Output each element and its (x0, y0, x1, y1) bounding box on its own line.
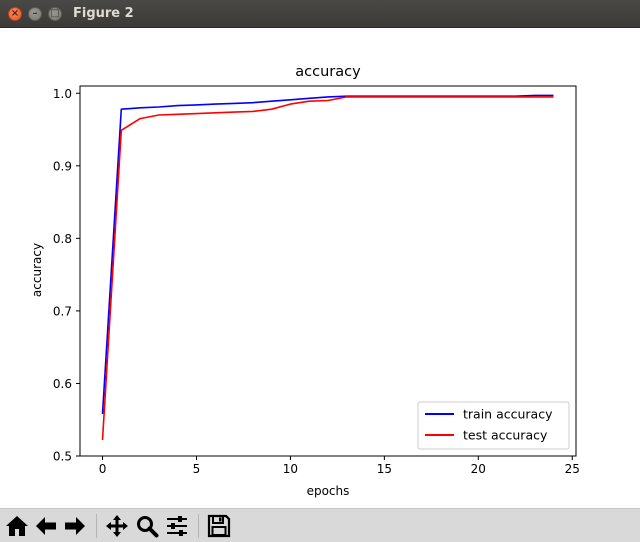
window-titlebar[interactable]: × – □ Figure 2 (0, 0, 640, 28)
pan-button[interactable] (104, 513, 130, 539)
y-tick-label: 0.7 (53, 304, 72, 318)
legend-label-test: test accuracy (463, 428, 548, 443)
figure-canvas[interactable]: accuracy 0 5 10 15 20 25 0.5 0.6 0.7 0.8 0.9 1.0 ep… (0, 28, 640, 508)
x-tick-label: 15 (377, 462, 392, 476)
toolbar-separator (96, 514, 97, 538)
navigation-toolbar (0, 508, 640, 542)
y-tick-label: 1.0 (53, 87, 72, 101)
line-chart: accuracy 0 5 10 15 20 25 0.5 0.6 0.7 0.8 0.9 1.0 ep… (0, 28, 640, 508)
close-icon: × (10, 8, 20, 19)
x-tick-label: 10 (283, 462, 298, 476)
home-icon (6, 516, 28, 536)
chart-title: accuracy (295, 64, 361, 80)
x-tick-label: 0 (99, 462, 107, 476)
save-icon (207, 514, 231, 538)
legend: train accuracy test accuracy (417, 401, 570, 450)
axes-frame (79, 85, 577, 457)
zoom-icon (137, 516, 159, 538)
legend-frame (417, 401, 570, 450)
configure-subplots-icon (167, 516, 187, 536)
x-tick-label: 20 (471, 462, 486, 476)
forward-button[interactable] (62, 513, 88, 539)
y-tick-label: 0.8 (53, 232, 72, 246)
save-button[interactable] (206, 513, 232, 539)
x-axis-label: epochs (307, 484, 350, 498)
minimize-window-button[interactable]: – (28, 7, 42, 21)
back-icon (36, 517, 56, 535)
zoom-button[interactable] (134, 513, 160, 539)
window-title: Figure 2 (73, 6, 134, 21)
configure-subplots-button[interactable] (164, 513, 190, 539)
x-tick-label: 5 (193, 462, 201, 476)
legend-label-train: train accuracy (463, 407, 553, 422)
plot-area: 0 5 10 15 20 25 0.5 0.6 0.7 0.8 0.9 1.0 (53, 85, 580, 476)
home-button[interactable] (4, 513, 30, 539)
toolbar-separator (198, 514, 199, 538)
maximize-icon: □ (50, 8, 60, 19)
x-tick-label: 25 (565, 462, 580, 476)
y-tick-label: 0.5 (53, 450, 72, 464)
close-window-button[interactable]: × (8, 7, 22, 21)
series-line-test-accuracy (101, 96, 554, 441)
y-axis-label: accuracy (30, 243, 44, 297)
forward-icon (65, 517, 85, 535)
y-tick-label: 0.6 (53, 377, 72, 391)
back-button[interactable] (33, 513, 59, 539)
minimize-icon: – (32, 8, 38, 19)
y-tick-label: 0.9 (53, 159, 72, 173)
maximize-window-button[interactable]: □ (48, 7, 62, 21)
pan-icon (106, 515, 128, 537)
